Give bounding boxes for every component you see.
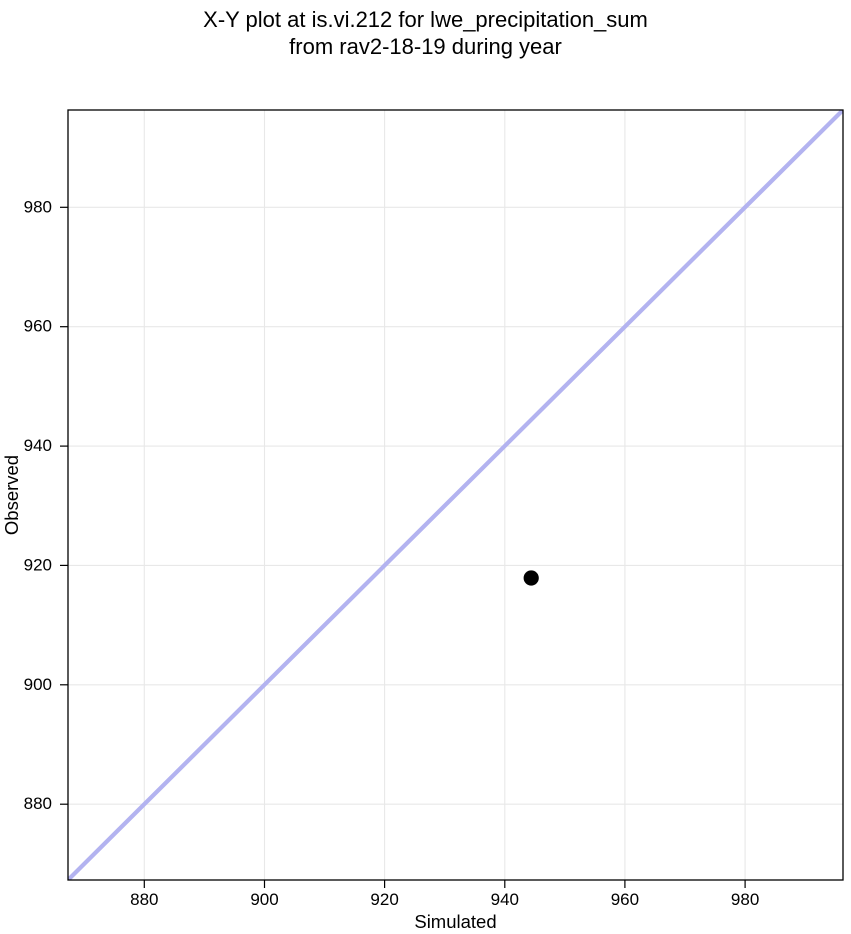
svg-text:940: 940 [491,890,519,909]
svg-text:880: 880 [130,890,158,909]
svg-text:900: 900 [24,675,52,694]
svg-text:Observed: Observed [1,455,22,535]
svg-text:920: 920 [370,890,398,909]
svg-text:940: 940 [24,436,52,455]
svg-text:960: 960 [24,317,52,336]
svg-text:980: 980 [24,197,52,216]
svg-text:900: 900 [250,890,278,909]
svg-text:920: 920 [24,555,52,574]
svg-text:960: 960 [611,890,639,909]
svg-text:880: 880 [24,794,52,813]
svg-text:980: 980 [731,890,759,909]
svg-text:Simulated: Simulated [414,911,496,932]
